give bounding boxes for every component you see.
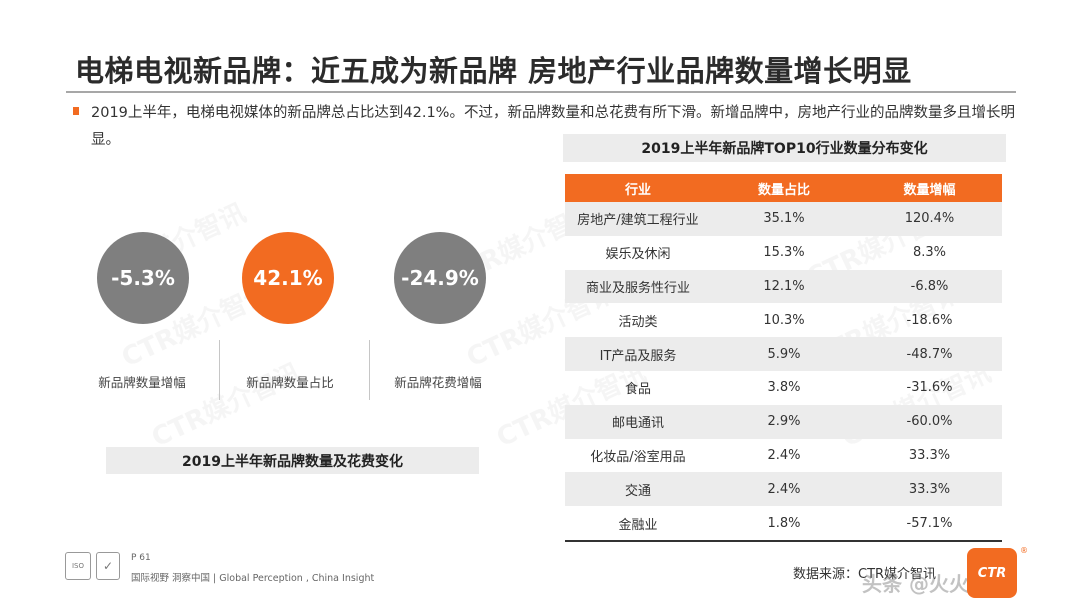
table-header-row: 行业 数量占比 数量增幅 xyxy=(565,174,1002,202)
cell-growth: -6.8% xyxy=(910,278,949,294)
kpi-circle-count-growth: -5.3% xyxy=(97,232,189,324)
cell-growth: -60.0% xyxy=(906,414,953,430)
page-title: 电梯电视新品牌：近五成为新品牌 房地产行业品牌数量增长明显 xyxy=(75,54,912,88)
table-row: 金融业 1.8% -57.1% xyxy=(565,506,1002,540)
table-bottom-rule xyxy=(565,540,1002,542)
kpi-label-count-growth: 新品牌数量增幅 xyxy=(98,375,186,390)
cell-growth: 33.3% xyxy=(908,481,951,497)
bullet-marker-icon xyxy=(73,107,79,115)
watermark: CTR媒介智讯 xyxy=(147,358,306,454)
cell-share: 2.4% xyxy=(767,481,801,497)
kpi-circle-spend-growth: -24.9% xyxy=(394,232,486,324)
table-row: IT产品及服务 5.9% -48.7% xyxy=(565,337,1002,371)
summary-text: 2019上半年，电梯电视媒体的新品牌总占比达到42.1%。不过，新品牌数量和总花… xyxy=(91,105,1015,148)
kpi-label-spend-growth: 新品牌花费增幅 xyxy=(394,375,482,390)
table-row: 活动类 10.3% -18.6% xyxy=(565,303,1002,337)
cell-industry: 活动类 xyxy=(618,314,658,330)
cell-share: 10.3% xyxy=(763,312,805,328)
table-row: 邮电通讯 2.9% -60.0% xyxy=(565,404,1002,439)
cell-industry: 交通 xyxy=(624,483,651,499)
table-row: 商业及服务性行业 12.1% -6.8% xyxy=(565,269,1002,304)
title-divider xyxy=(66,91,1016,93)
cell-industry: IT产品及服务 xyxy=(599,348,677,364)
quality-badge-icon: ✓ xyxy=(96,552,120,580)
cell-share: 15.3% xyxy=(763,245,805,261)
table-row: 食品 3.8% -31.6% xyxy=(565,371,1002,405)
cell-share: 12.1% xyxy=(763,278,805,294)
page-number: P 61 xyxy=(131,553,151,563)
ctr-logo-icon: CTR xyxy=(967,548,1017,598)
cell-industry: 金融业 xyxy=(618,517,658,533)
header-industry: 行业 xyxy=(624,182,651,198)
cell-growth: -18.6% xyxy=(906,312,953,328)
cell-industry: 化妆品/浴室用品 xyxy=(590,449,686,465)
table-row: 房地产/建筑工程行业 35.1% 120.4% xyxy=(565,202,1002,236)
kpi-divider xyxy=(369,340,370,400)
cell-growth: 33.3% xyxy=(908,447,951,463)
footer-slogan: 国际视野 洞察中国 | Global Perception , China In… xyxy=(131,573,375,584)
kpi-label-new-brand-share: 新品牌数量占比 xyxy=(246,375,334,390)
kpi-divider xyxy=(219,340,220,400)
data-source: 数据来源：CTR媒介智讯 xyxy=(793,567,937,582)
cell-industry: 娱乐及休闲 xyxy=(605,247,671,263)
header-growth: 数量增幅 xyxy=(903,182,956,198)
cell-growth: 8.3% xyxy=(912,245,947,261)
cell-growth: -57.1% xyxy=(906,515,953,531)
cell-share: 1.8% xyxy=(767,515,801,531)
registered-mark-icon: ® xyxy=(1020,546,1028,555)
certification-badge-icon: ISO xyxy=(65,552,91,580)
cell-industry: 食品 xyxy=(624,382,651,398)
kpi-circle-new-brand-share: 42.1% xyxy=(242,232,334,324)
table-row: 交通 2.4% 33.3% xyxy=(565,472,1002,507)
cell-growth: 120.4% xyxy=(904,211,955,227)
cell-growth: -48.7% xyxy=(906,346,953,362)
cell-share: 5.9% xyxy=(767,346,801,362)
industry-table: 行业 数量占比 数量增幅 房地产/建筑工程行业 35.1% 120.4% 娱乐及… xyxy=(565,174,1002,540)
table-row: 化妆品/浴室用品 2.4% 33.3% xyxy=(565,439,1002,473)
kpi-caption: 2019上半年新品牌数量及花费变化 xyxy=(106,447,479,474)
table-row: 娱乐及休闲 15.3% 8.3% xyxy=(565,236,1002,270)
cell-industry: 房地产/建筑工程行业 xyxy=(577,213,699,229)
table-caption: 2019上半年新品牌TOP10行业数量分布变化 xyxy=(563,134,1006,162)
cell-growth: -31.6% xyxy=(906,380,953,396)
cell-share: 2.4% xyxy=(767,447,801,463)
cell-industry: 商业及服务性行业 xyxy=(585,280,690,296)
cell-share: 35.1% xyxy=(763,211,805,227)
cell-share: 3.8% xyxy=(767,380,801,396)
cell-share: 2.9% xyxy=(767,414,801,430)
cell-industry: 邮电通讯 xyxy=(611,416,664,432)
header-share: 数量占比 xyxy=(757,182,810,198)
